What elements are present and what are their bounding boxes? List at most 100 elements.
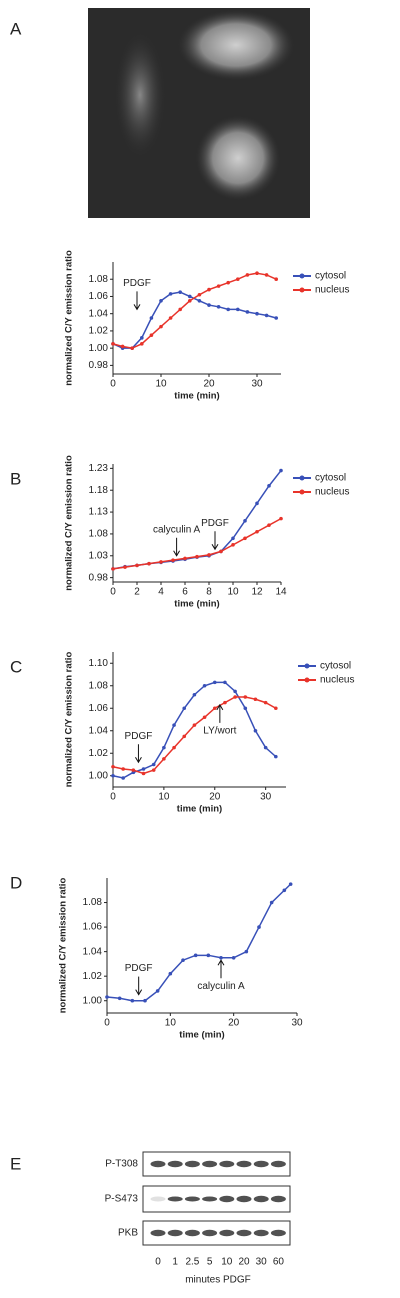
band: [253, 1229, 269, 1237]
y-axis-label: normalized C/Y emission ratio: [64, 250, 75, 386]
lane-label: 30: [256, 1257, 268, 1268]
band: [270, 1160, 286, 1168]
lane-label: 10: [221, 1257, 233, 1268]
data-point: [182, 734, 187, 739]
data-point: [231, 536, 235, 541]
y-tick-label: 1.00: [83, 995, 103, 1006]
y-tick-label: 0.98: [89, 360, 109, 371]
x-tick-label: 0: [110, 792, 116, 803]
legend-label: nucleus: [315, 487, 349, 498]
series-line: [106, 883, 292, 1002]
x-axis-label: time (min): [179, 1030, 224, 1041]
data-point: [155, 989, 160, 993]
annotation: PDGF: [201, 518, 229, 529]
y-tick-label: 1.13: [89, 507, 109, 518]
x-tick-label: 10: [158, 792, 170, 803]
band: [184, 1160, 200, 1168]
y-tick-label: 1.23: [89, 463, 109, 474]
data-point: [255, 501, 259, 506]
data-point: [274, 277, 279, 282]
data-point: [257, 925, 261, 929]
y-axis-label: normalized C/Y emission ratio: [64, 455, 75, 591]
x-axis-label: time (min): [174, 599, 219, 610]
data-point: [117, 996, 122, 1001]
legend-marker: [299, 287, 305, 293]
x-tick-label: 20: [209, 792, 221, 803]
y-tick-label: 1.02: [89, 326, 109, 337]
band: [236, 1229, 252, 1237]
data-point: [243, 536, 247, 541]
data-point: [267, 523, 271, 527]
band: [167, 1196, 183, 1202]
x-tick-label: 4: [158, 587, 164, 598]
band: [236, 1160, 252, 1168]
data-point: [255, 311, 259, 316]
x-tick-label: 6: [182, 587, 188, 598]
y-tick-label: 1.06: [89, 703, 109, 714]
y-tick-label: 1.03: [89, 550, 109, 561]
data-point: [274, 706, 278, 711]
y-tick-label: 1.08: [89, 680, 109, 691]
data-point: [243, 695, 248, 699]
y-tick-label: 1.08: [89, 529, 109, 540]
annotation: PDGF: [125, 731, 153, 742]
band: [150, 1229, 166, 1237]
data-point: [267, 484, 271, 488]
x-tick-label: 12: [251, 587, 263, 598]
data-point: [253, 728, 258, 733]
band: [184, 1229, 200, 1237]
data-point: [243, 519, 247, 523]
data-point: [130, 998, 135, 1003]
y-tick-label: 0.98: [89, 572, 109, 583]
x-axis-label: time (min): [174, 391, 219, 402]
data-point: [143, 998, 147, 1003]
y-axis-label: normalized C/Y emission ratio: [58, 878, 69, 1014]
y-tick-label: 1.04: [83, 946, 103, 957]
y-axis-label: normalized C/Y emission ratio: [64, 652, 75, 788]
band: [253, 1195, 269, 1203]
data-point: [264, 273, 269, 277]
band: [184, 1196, 200, 1202]
blot-xlabel: minutes PDGF: [185, 1275, 251, 1286]
band: [270, 1229, 286, 1237]
data-point: [130, 346, 134, 350]
data-point: [135, 563, 139, 568]
panel-label: E: [10, 1154, 21, 1173]
data-point: [171, 558, 175, 562]
data-point: [140, 336, 144, 340]
lane-label: 20: [238, 1257, 250, 1268]
data-point: [274, 754, 278, 759]
data-point: [279, 468, 283, 473]
arrow-head: [133, 304, 141, 311]
band: [219, 1195, 235, 1203]
data-point: [255, 529, 259, 534]
data-point: [141, 767, 146, 771]
data-point: [140, 342, 144, 346]
band: [202, 1229, 218, 1237]
data-point: [253, 697, 258, 702]
data-point: [226, 280, 230, 285]
data-point: [181, 958, 185, 963]
y-tick-label: 1.06: [89, 291, 109, 302]
data-point: [263, 700, 268, 705]
band: [219, 1229, 235, 1237]
legend-label: cytosol: [320, 661, 351, 672]
data-point: [178, 307, 182, 312]
band: [167, 1229, 183, 1237]
lane-label: 0: [155, 1257, 161, 1268]
data-point: [111, 567, 115, 571]
data-point: [172, 745, 176, 750]
annotation: calyculin A: [197, 981, 245, 992]
annotation: PDGF: [125, 963, 153, 974]
data-point: [223, 700, 227, 705]
legend-label: nucleus: [315, 285, 349, 296]
data-point: [182, 706, 187, 711]
legend-label: cytosol: [315, 271, 346, 282]
x-tick-label: 30: [260, 792, 272, 803]
y-tick-label: 1.00: [89, 343, 109, 354]
y-tick-label: 1.04: [89, 725, 109, 736]
data-point: [131, 768, 136, 772]
arrow-head: [216, 703, 224, 711]
y-tick-label: 1.18: [89, 485, 109, 496]
